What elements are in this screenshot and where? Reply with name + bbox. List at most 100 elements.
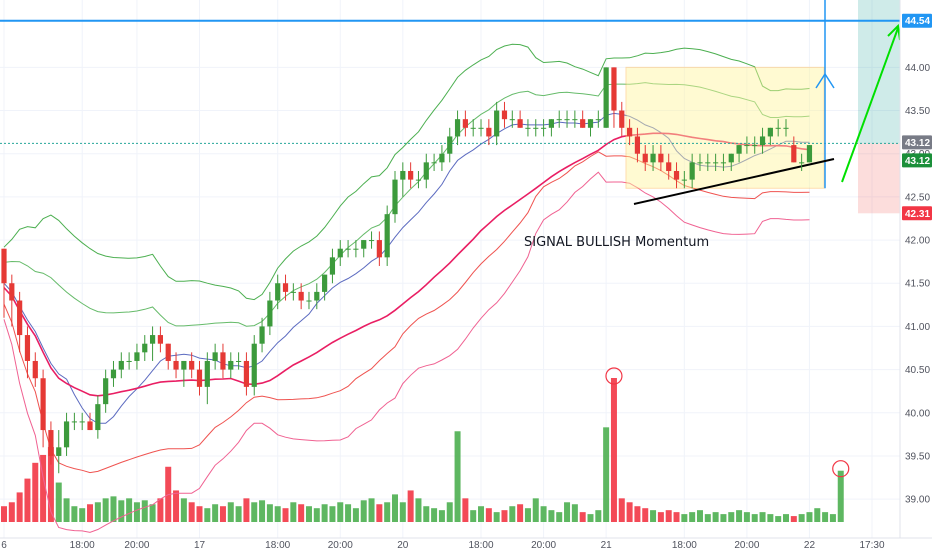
- candle: [673, 162, 680, 189]
- volume-bar: [157, 498, 164, 522]
- candle-body: [322, 274, 328, 292]
- candle-body: [447, 136, 453, 154]
- candle: [32, 352, 38, 387]
- candle: [196, 360, 203, 396]
- candle-body: [713, 162, 719, 164]
- volume-bar: [814, 508, 821, 522]
- candle-body: [95, 404, 101, 431]
- candle: [689, 153, 695, 189]
- candle: [17, 291, 23, 353]
- volume-bar: [118, 500, 125, 522]
- candle: [314, 283, 320, 310]
- volume-bar: [806, 512, 813, 522]
- candle: [454, 110, 461, 146]
- candle-body: [439, 153, 445, 163]
- candle: [103, 369, 109, 413]
- volume-bar: [462, 498, 469, 522]
- volume-highlight-circle: [832, 460, 850, 478]
- candle: [329, 248, 336, 284]
- volume-bar: [524, 508, 531, 522]
- candle-body: [87, 421, 93, 431]
- candle: [298, 283, 304, 310]
- volume-bar: [689, 512, 696, 522]
- candle: [400, 162, 406, 197]
- candle: [580, 110, 586, 128]
- candle-body: [56, 447, 62, 456]
- candle-body: [63, 421, 70, 448]
- candle: [470, 119, 476, 137]
- volume-bar: [822, 512, 829, 522]
- price-tag: 42.31: [902, 206, 932, 221]
- candle-body: [251, 343, 257, 387]
- volume-bar: [55, 482, 62, 522]
- volume-bar: [829, 514, 836, 522]
- time-tick-label: 18:00: [672, 540, 697, 550]
- volume-bar: [548, 510, 555, 522]
- time-tick-label: 20: [397, 540, 409, 550]
- time-tick-label: 21: [601, 540, 613, 550]
- volume-bar: [712, 512, 719, 522]
- candle-body: [548, 119, 554, 128]
- candle-body: [736, 145, 742, 154]
- time-tick-label: 20:00: [124, 540, 149, 550]
- volume-bar: [603, 427, 610, 522]
- volume-bar: [110, 496, 117, 522]
- price-tick-label: 40.00: [905, 408, 930, 419]
- candle: [337, 240, 343, 266]
- price-tag-label: 43.12: [905, 138, 930, 149]
- candle-body: [400, 170, 406, 180]
- candle: [619, 101, 625, 137]
- price-tag-label: 44.54: [905, 16, 930, 27]
- candle: [9, 274, 15, 327]
- candle-body: [720, 162, 727, 164]
- slow-ma-line: [3, 132, 810, 397]
- candle-body: [462, 119, 468, 128]
- time-tick-label: 6: [1, 540, 7, 550]
- volume-bar: [485, 508, 492, 522]
- volume-bar: [204, 508, 211, 522]
- candle-body: [314, 291, 320, 301]
- candle-body: [470, 127, 476, 129]
- time-tick-label: 18:00: [469, 540, 494, 550]
- candle-body: [689, 162, 695, 180]
- volume-bar: [274, 506, 281, 522]
- candle-body: [580, 119, 586, 128]
- candle-body: [540, 127, 547, 129]
- volume-bar: [399, 502, 406, 522]
- candle-body: [79, 421, 85, 423]
- candle-body: [603, 67, 609, 128]
- price-tag-bg: [902, 135, 932, 150]
- bullish-projection-arrow: [887, 23, 901, 41]
- candle: [1, 248, 7, 318]
- volume-bar: [634, 506, 641, 522]
- candle: [767, 127, 773, 146]
- volume-bar: [126, 498, 133, 522]
- volume-bar: [259, 500, 266, 522]
- candle-body: [228, 360, 234, 370]
- volume-bar: [618, 498, 625, 522]
- time-axis-bg: [0, 538, 932, 550]
- volume-bar: [149, 504, 156, 522]
- candle: [650, 145, 656, 171]
- volume-bar: [368, 498, 375, 522]
- candle: [720, 153, 727, 171]
- volume-bar: [704, 514, 711, 522]
- candle: [775, 119, 781, 137]
- volume-bar: [540, 506, 547, 522]
- volume-bar: [696, 510, 703, 522]
- candle: [556, 110, 562, 128]
- candle-body: [775, 127, 781, 129]
- price-tag-label: 42.31: [905, 209, 930, 220]
- candle: [611, 67, 617, 128]
- candle: [744, 136, 750, 154]
- candle-body: [564, 119, 570, 121]
- candle-body: [376, 240, 382, 258]
- candle: [56, 430, 62, 474]
- volume-bar: [478, 506, 485, 522]
- volume-bar: [282, 508, 289, 522]
- volume-bar: [798, 514, 805, 522]
- candle: [368, 231, 375, 249]
- candle-body: [806, 145, 813, 163]
- volume-bar: [681, 514, 688, 522]
- candle-body: [267, 300, 273, 327]
